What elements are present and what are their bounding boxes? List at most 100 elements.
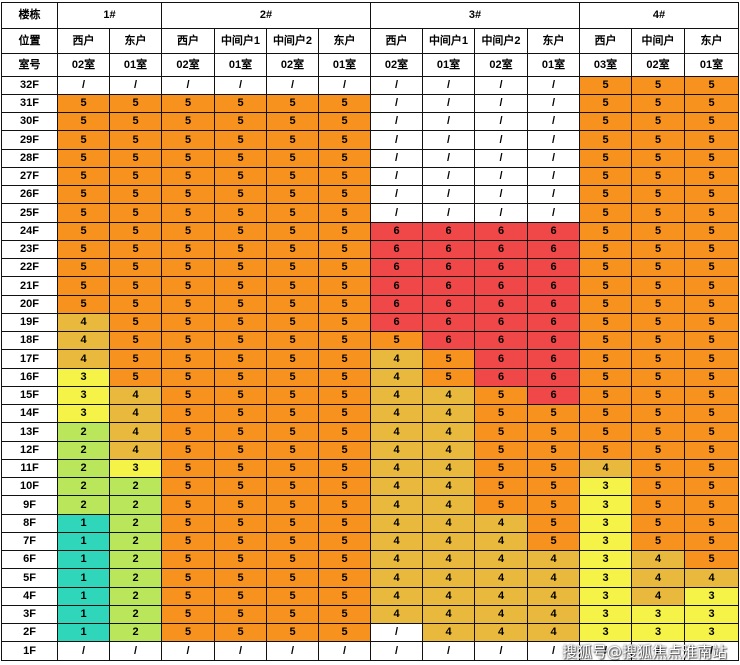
value-cell: 5 [58,113,109,130]
value-cell: 5 [580,405,631,422]
value-cell: 5 [162,515,214,532]
unit-room-header: 02室 [162,54,214,76]
value-cell: 5 [685,113,738,130]
value-cell: / [371,624,422,641]
value-cell: 5 [267,588,318,605]
value-cell: 5 [685,241,738,258]
value-cell: 5 [475,496,527,514]
value-cell: 5 [580,223,631,240]
value-cell: 6 [528,387,579,404]
value-cell: / [423,186,474,203]
value-cell: 3 [580,533,631,550]
value-cell: 5 [215,515,266,532]
value-cell: 5 [580,168,631,185]
value-cell: 4 [371,423,422,441]
value-cell: 2 [58,423,109,441]
value-cell: 6 [475,369,527,386]
value-cell: 5 [267,332,318,349]
value-cell: 2 [110,496,161,514]
value-cell: 4 [110,442,161,459]
value-cell: 4 [371,588,422,605]
value-cell: 5 [58,204,109,222]
value-cell: 3 [685,624,738,641]
value-cell: 5 [685,423,738,441]
value-cell: 5 [110,223,161,240]
value-cell: 5 [267,387,318,404]
value-cell: 5 [215,405,266,422]
value-cell: 5 [267,423,318,441]
value-cell: 1 [58,606,109,623]
value-cell: / [423,204,474,222]
floor-label: 30F [2,113,57,130]
value-cell: 6 [423,223,474,240]
value-cell: 4 [632,551,684,568]
value-cell: / [528,131,579,149]
value-cell: 5 [685,296,738,313]
value-cell: 5 [528,515,579,532]
floor-label: 15F [2,387,57,404]
value-cell: 5 [58,296,109,313]
value-cell: 1 [58,515,109,532]
floor-label: 4F [2,588,57,605]
value-cell: 5 [215,223,266,240]
value-cell: 3 [580,515,631,532]
value-cell: 5 [632,131,684,149]
value-cell: 5 [371,332,422,349]
unit-room-header: 03室 [580,54,631,76]
value-cell: 5 [215,369,266,386]
value-cell: 5 [58,241,109,258]
value-cell: 6 [423,314,474,331]
value-cell: 5 [319,332,370,349]
value-cell: 6 [371,259,422,276]
value-cell: 5 [685,515,738,532]
value-cell: 5 [110,241,161,258]
value-cell: 6 [475,277,527,295]
value-cell: 3 [580,569,631,587]
value-cell: 5 [267,496,318,514]
value-cell: 5 [110,296,161,313]
value-cell: 5 [162,113,214,130]
value-cell: 6 [475,296,527,313]
value-cell: 5 [685,369,738,386]
value-cell: 5 [528,496,579,514]
value-cell: 5 [162,150,214,167]
value-cell: 5 [267,95,318,112]
value-cell: / [528,150,579,167]
value-cell: 5 [110,350,161,368]
value-cell: / [475,168,527,185]
value-cell: 5 [215,332,266,349]
value-cell: 5 [632,533,684,550]
value-cell: 4 [685,569,738,587]
value-cell: 5 [215,204,266,222]
value-cell: 5 [215,588,266,605]
value-cell: 4 [632,569,684,587]
value-cell: 1 [58,551,109,568]
floor-label: 11F [2,460,57,477]
value-cell: 4 [632,588,684,605]
value-cell: 6 [475,241,527,258]
value-cell: 2 [110,515,161,532]
value-cell: 6 [475,259,527,276]
value-cell: / [528,186,579,203]
value-cell: 5 [632,442,684,459]
value-cell: 4 [528,624,579,641]
value-cell: / [475,150,527,167]
value-cell: 6 [475,223,527,240]
value-cell: 4 [371,478,422,495]
value-cell: 5 [475,478,527,495]
value-cell: / [423,95,474,112]
value-cell: 5 [319,350,370,368]
value-cell: 5 [580,423,631,441]
value-cell: 3 [580,551,631,568]
value-cell: 5 [215,277,266,295]
value-cell: 5 [162,296,214,313]
value-cell: / [632,642,684,660]
value-cell: 5 [267,478,318,495]
unit-position-header: 东户 [110,29,161,53]
value-cell: 5 [110,332,161,349]
value-cell: / [162,642,214,660]
value-cell: 5 [215,442,266,459]
value-cell: 5 [215,496,266,514]
value-cell: 5 [215,296,266,313]
